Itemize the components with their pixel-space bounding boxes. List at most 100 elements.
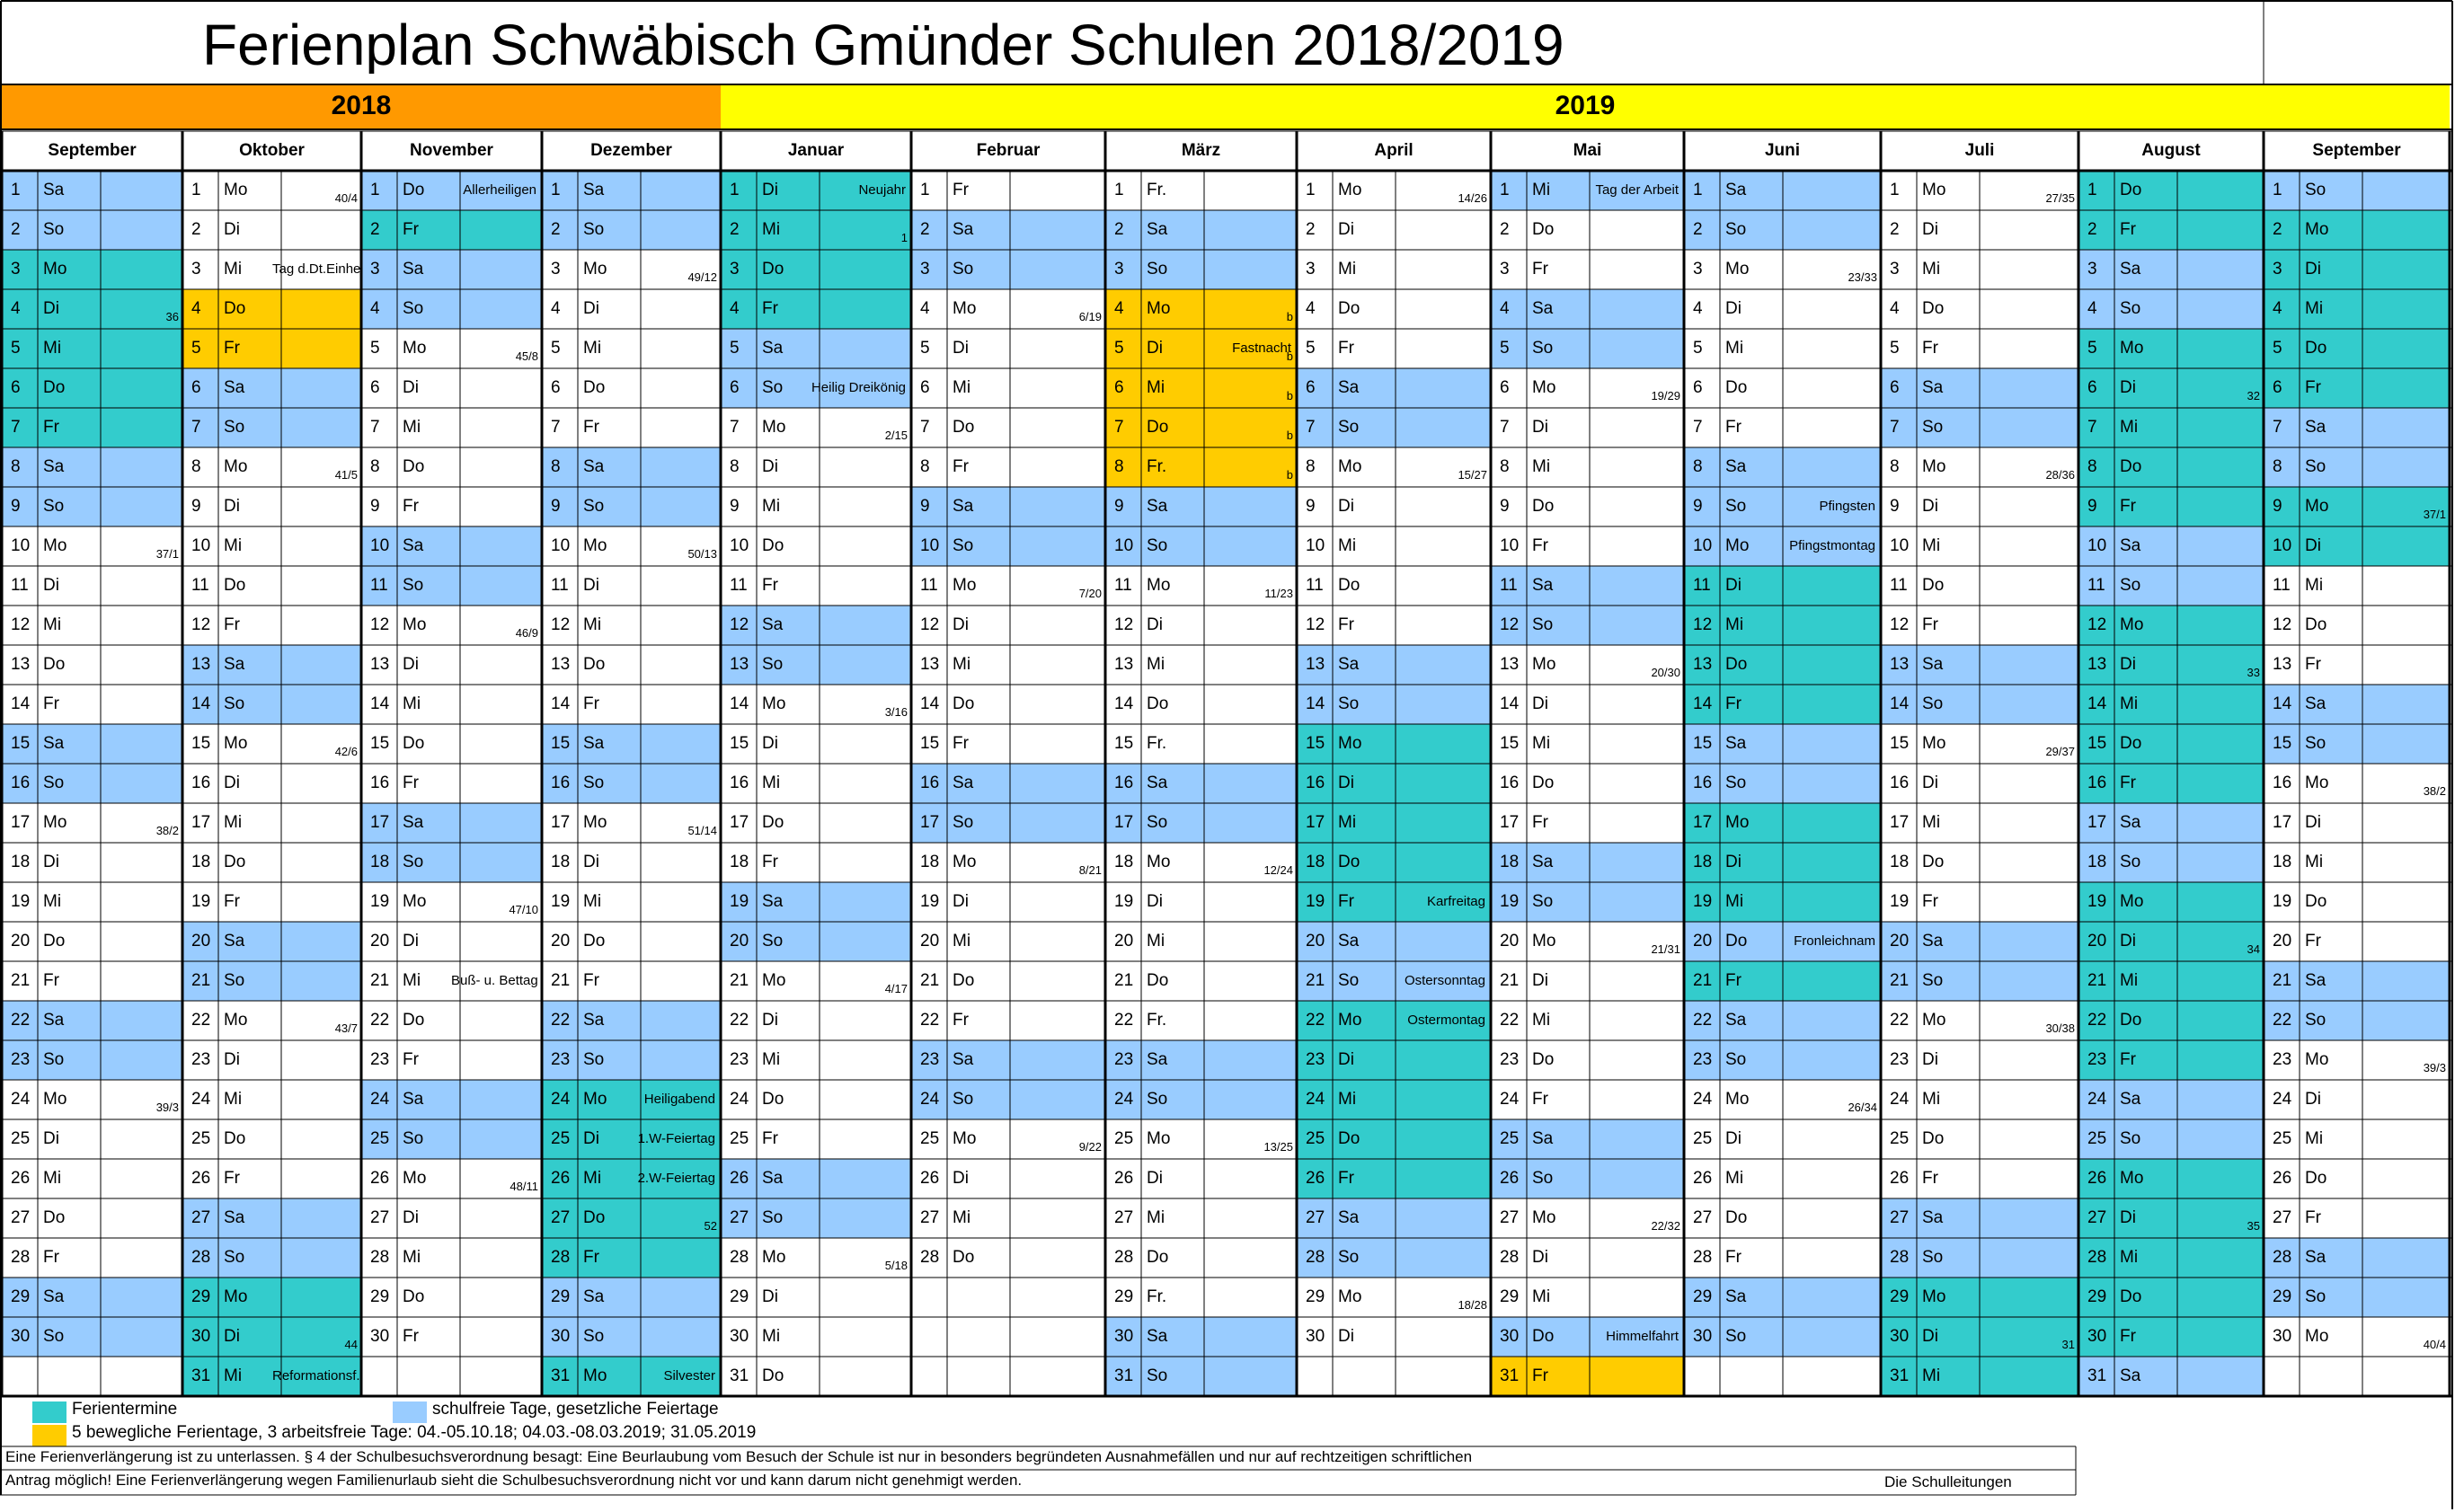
day-weekday: Sa xyxy=(1917,922,1980,961)
day-weekday: Fr xyxy=(583,971,599,990)
day-number: 25 xyxy=(1297,1119,1333,1159)
day-number: 15 xyxy=(2,724,38,764)
day-weekday: Mi xyxy=(953,378,971,397)
day-fill xyxy=(1396,1119,1491,1159)
day-weekday: Mo xyxy=(1333,724,1396,764)
day-weekday: Di xyxy=(1922,774,1938,792)
day-number: 16 xyxy=(1297,764,1333,803)
day-fill xyxy=(2362,961,2450,1001)
day-number: 2 xyxy=(361,210,397,250)
day-number: 1 xyxy=(1890,181,1900,199)
day-fill xyxy=(1204,408,1297,447)
day-fill xyxy=(641,764,721,803)
day-weekday: Do xyxy=(953,418,975,437)
day-number: 2 xyxy=(1684,210,1720,250)
day-weekday: Di xyxy=(1338,497,1354,516)
day-weekday: So xyxy=(1917,961,1980,1001)
day-weekday: Sa xyxy=(578,447,641,487)
day-fill xyxy=(460,289,542,329)
day-weekday: Mi xyxy=(1527,171,1590,210)
day-fill xyxy=(2362,724,2450,764)
day-weekday: Fr xyxy=(1922,339,1938,358)
day-number: 27 xyxy=(182,1198,218,1238)
day-weekday: So xyxy=(1917,1238,1980,1278)
day-number: 19 xyxy=(1491,882,1527,922)
day-number: 20 xyxy=(1114,932,1134,951)
day-weekday: Do xyxy=(218,289,281,329)
day-fill xyxy=(1783,843,1881,882)
week-number: 44 xyxy=(344,1338,358,1351)
day-fill xyxy=(2362,329,2450,368)
day-weekday: Mo xyxy=(43,536,67,555)
day-number: 8 xyxy=(2264,447,2300,487)
day-weekday: Di xyxy=(1333,1040,1396,1080)
week-number: 50/13 xyxy=(687,547,717,561)
day-number: 18 xyxy=(1890,853,1910,871)
day-weekday: Di xyxy=(1720,843,1783,882)
day-fill xyxy=(2177,1278,2264,1317)
day-weekday: Mi xyxy=(1922,260,1941,279)
day-weekday: Mo xyxy=(1720,526,1783,566)
day-fill xyxy=(820,606,911,645)
day-weekday: Do xyxy=(1147,694,1169,713)
day-weekday: Fr xyxy=(762,576,778,595)
day-weekday: Fr xyxy=(224,615,240,634)
day-number: 19 xyxy=(1297,882,1333,922)
week-number: b xyxy=(1286,349,1293,363)
day-weekday: Do xyxy=(2114,1278,2177,1317)
day-fill xyxy=(641,1040,721,1080)
week-number: b xyxy=(1286,429,1293,442)
month-header: Mai xyxy=(1573,141,1602,160)
day-weekday: Do xyxy=(224,853,246,871)
day-number: 30 xyxy=(2273,1327,2292,1346)
day-number: 18 xyxy=(11,853,31,871)
day-number: 13 xyxy=(721,645,757,685)
day-fill xyxy=(1204,368,1297,408)
day-weekday: Mo xyxy=(403,339,427,358)
week-number: 6/19 xyxy=(1078,310,1102,323)
day-number: 12 xyxy=(721,606,757,645)
day-weekday: Fr xyxy=(224,1169,240,1188)
day-weekday: Fr xyxy=(1532,813,1548,832)
day-number: 28 xyxy=(370,1248,390,1267)
day-number: 13 xyxy=(11,655,31,674)
day-fill xyxy=(2177,803,2264,843)
footer-note-line-2: Antrag möglich! Eine Ferienverlängerung … xyxy=(5,1472,1023,1489)
week-number: 32 xyxy=(2247,389,2260,402)
day-fill xyxy=(820,882,911,922)
day-weekday: Fr xyxy=(1922,892,1938,911)
day-weekday: Mi xyxy=(1922,536,1941,555)
day-fill xyxy=(1396,961,1491,1001)
day-number: 5 xyxy=(2264,329,2300,368)
day-number: 9 xyxy=(542,487,578,526)
day-weekday: Mi xyxy=(2114,961,2177,1001)
day-weekday: Di xyxy=(953,1169,969,1188)
day-weekday: Di xyxy=(224,497,240,516)
day-weekday: Do xyxy=(953,694,975,713)
day-number: 16 xyxy=(730,774,749,792)
day-number: 3 xyxy=(1890,260,1900,279)
day-weekday: Di xyxy=(953,892,969,911)
day-weekday: Do xyxy=(762,813,784,832)
day-number: 26 xyxy=(1491,1159,1527,1198)
day-weekday: Sa xyxy=(38,1278,101,1317)
day-number: 28 xyxy=(1693,1248,1713,1267)
day-number: 13 xyxy=(1881,645,1917,685)
week-number: 26/34 xyxy=(1848,1101,1877,1114)
day-number: 13 xyxy=(1114,655,1134,674)
day-number: 15 xyxy=(730,734,749,753)
day-number: 10 xyxy=(911,526,947,566)
week-number: 38/2 xyxy=(155,824,179,837)
day-weekday: So xyxy=(1141,1357,1204,1396)
day-number: 19 xyxy=(1114,892,1134,911)
holiday-label: Himmelfahrt xyxy=(1606,1329,1679,1344)
footer-note-line-1: Eine Ferienverlängerung ist zu unterlass… xyxy=(5,1448,1473,1465)
day-fill xyxy=(2177,408,2264,447)
day-weekday: Fr xyxy=(953,457,969,476)
day-number: 18 xyxy=(1684,843,1720,882)
month-header: Februar xyxy=(976,141,1041,160)
month-header: September xyxy=(2312,141,2401,160)
day-fill xyxy=(2362,1001,2450,1040)
day-fill xyxy=(2177,487,2264,526)
day-number: 21 xyxy=(1684,961,1720,1001)
